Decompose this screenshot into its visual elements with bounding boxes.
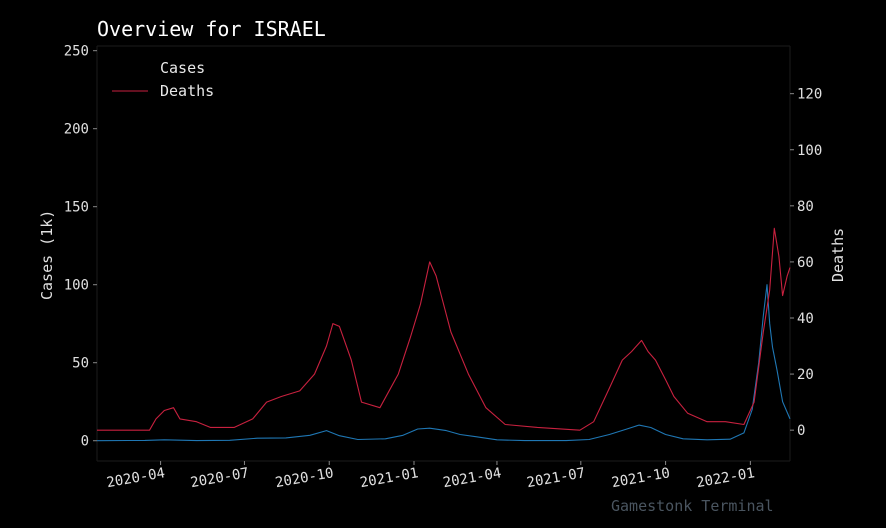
legend: Cases Deaths <box>112 59 214 100</box>
legend-label-deaths: Deaths <box>160 82 214 100</box>
y2-tick-label: 120 <box>797 87 822 103</box>
y-tick-label: 100 <box>64 278 89 294</box>
y2-tick-label: 20 <box>797 367 814 383</box>
legend-label-cases: Cases <box>160 59 205 77</box>
y-tick-label: 250 <box>64 44 89 60</box>
y-tick-label: 0 <box>81 434 89 450</box>
series-layer <box>96 227 791 442</box>
chart-title: Overview for ISRAEL <box>97 17 326 41</box>
y-tick-label: 150 <box>64 200 89 216</box>
y-axis-label: Cases (1k) <box>38 210 56 300</box>
series-line-deaths <box>97 227 791 431</box>
right-axis-ticks: 0 20 40 60 80 100 120 <box>790 87 822 439</box>
y2-axis-label: Deaths <box>829 228 847 282</box>
y2-tick-label: 60 <box>797 255 814 271</box>
left-axis-ticks: 0 50 100 150 200 250 <box>64 44 97 450</box>
y2-tick-label: 100 <box>797 143 822 159</box>
watermark: Gamestonk Terminal <box>611 497 774 515</box>
y-tick-label: 50 <box>72 356 89 372</box>
y2-tick-label: 0 <box>797 423 805 439</box>
y2-tick-label: 80 <box>797 199 814 215</box>
y2-tick-label: 40 <box>797 311 814 327</box>
y-tick-label: 200 <box>64 122 89 138</box>
series-line-cases <box>96 284 791 442</box>
